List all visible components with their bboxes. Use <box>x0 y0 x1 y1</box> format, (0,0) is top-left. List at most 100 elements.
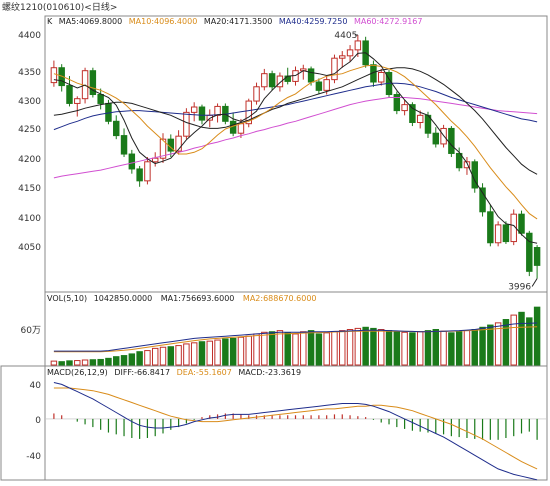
volume-bar <box>105 357 112 366</box>
volume-ma2-readout: MA2:688670.6000 <box>243 294 317 303</box>
volume-bar <box>494 322 502 366</box>
volume-bar <box>175 345 182 366</box>
candle-body <box>339 55 346 59</box>
dea-line <box>53 387 538 470</box>
volume-bar <box>307 330 315 366</box>
volume-bar <box>97 358 104 366</box>
candle-body <box>284 75 291 82</box>
volume-bar <box>237 336 245 366</box>
ma60-readout: MA60:4272.9167 <box>354 17 423 26</box>
volume-bar <box>261 331 268 366</box>
volume-bar <box>113 356 120 366</box>
candle-body <box>136 168 143 182</box>
volume-bar <box>151 347 159 366</box>
candle-body <box>276 75 284 88</box>
volume-bar <box>128 353 136 366</box>
volume-bar <box>183 343 190 366</box>
volume-bar <box>253 333 260 366</box>
volume-bar <box>74 360 81 366</box>
svg-text:MACD(26,12,9) DIFF:-66.8: MACD(26,12,9) DIFF:-66.8417 DEA:-55.1607… <box>47 368 301 377</box>
volume-bar <box>66 360 73 366</box>
candle-body <box>455 152 463 169</box>
volume-panel-label: VOL(5,10) <box>47 294 87 303</box>
diff-line <box>53 382 538 481</box>
price-tick-4050: 4050 <box>18 243 41 253</box>
volume-bar <box>120 355 128 366</box>
macd-tick-40: 40 <box>30 381 42 391</box>
volume-bar <box>167 346 175 366</box>
price-tick-4350: 4350 <box>18 68 41 78</box>
candle-body <box>190 106 198 113</box>
price-tick-4300: 4300 <box>18 97 41 107</box>
candle-body <box>323 79 330 91</box>
candle-body <box>378 71 385 83</box>
macd-lines <box>53 382 538 481</box>
macd-tick-minus40: -40 <box>26 452 41 462</box>
ma20-line <box>53 67 538 175</box>
candle-body <box>268 73 276 88</box>
price-tick-4150: 4150 <box>18 184 41 194</box>
volume-bar <box>89 359 97 366</box>
candle-body <box>393 94 401 112</box>
ma10-line <box>53 64 538 220</box>
candle-body <box>183 111 190 137</box>
volume-bar <box>58 361 65 366</box>
candle-body <box>502 224 510 243</box>
candle-body <box>315 81 323 91</box>
volume-bar <box>339 330 346 366</box>
volume-bar <box>222 338 229 366</box>
candle-body <box>331 57 338 81</box>
volume-bar <box>463 330 471 366</box>
volume-bar <box>245 335 252 366</box>
candle-body <box>510 213 517 243</box>
candle-body <box>214 105 221 116</box>
candle-body <box>463 161 471 169</box>
volume-bar <box>276 330 284 366</box>
volume-bar <box>393 331 401 366</box>
price-tick-4200: 4200 <box>18 155 41 165</box>
volume-bar <box>229 337 237 366</box>
candle-body <box>253 86 260 102</box>
price-moving-averages <box>53 52 538 244</box>
chart-title: 螺纹1210(010610)<日线> <box>2 1 117 13</box>
volume-bar <box>206 340 213 366</box>
macd-axis-frame <box>0 365 46 481</box>
macd-panel-label: MACD(26,12,9) <box>47 368 108 377</box>
candle-body <box>487 211 494 244</box>
volume-bar <box>409 332 416 366</box>
volume-bar <box>510 314 517 366</box>
candle-body <box>198 106 206 121</box>
macd-tick-0: 0 <box>35 416 41 426</box>
price-y-axis: 4400 4350 4300 4250 4200 4150 4100 4050 <box>18 31 41 253</box>
volume-bar <box>284 332 291 366</box>
candle-body <box>66 85 73 104</box>
price-panel-label: K <box>47 17 53 26</box>
candle-body <box>307 68 315 83</box>
volume-bar <box>50 360 58 366</box>
low-marker <box>531 278 538 287</box>
volume-bar <box>81 359 89 366</box>
volume-bar <box>518 311 525 366</box>
volume-bar <box>424 330 432 366</box>
volume-bar <box>385 330 393 366</box>
volume-bar <box>346 329 354 366</box>
price-tick-4100: 4100 <box>18 214 41 224</box>
volume-bar <box>362 326 369 366</box>
candle-body <box>120 135 128 155</box>
volume-bar <box>455 331 463 366</box>
candle-body <box>409 104 416 123</box>
volume-bar <box>159 346 167 366</box>
low-price-label: 3996 <box>508 282 531 292</box>
candle-body <box>261 73 268 88</box>
volume-bar <box>479 326 486 366</box>
candle-body <box>494 224 502 244</box>
dea-readout: DEA:-55.1607 <box>177 368 232 377</box>
volume-bar <box>190 342 198 366</box>
volume-bar <box>487 324 494 366</box>
candle-body <box>245 100 252 125</box>
volume-bar <box>533 306 541 366</box>
candle-body <box>346 49 354 57</box>
diff-readout: DIFF:-66.8417 <box>114 368 170 377</box>
volume-ma1-line <box>53 322 538 352</box>
